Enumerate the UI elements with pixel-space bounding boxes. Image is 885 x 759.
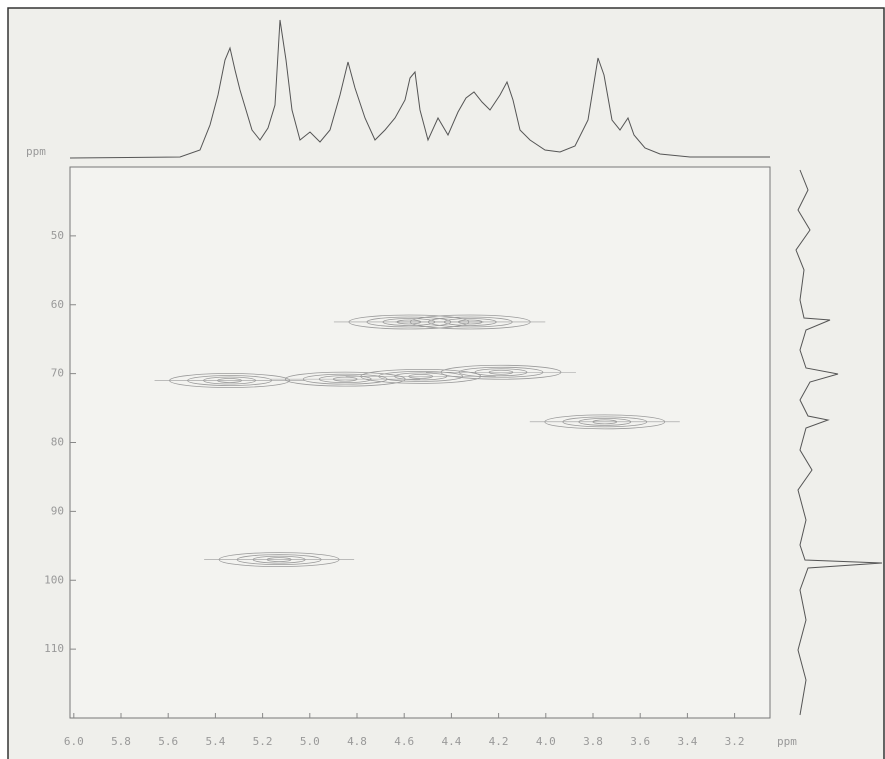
y-tick-label: 60 bbox=[51, 298, 64, 311]
x-tick-label: 4.4 bbox=[441, 735, 461, 748]
cross-peak bbox=[395, 314, 546, 330]
x-tick-label: 4.8 bbox=[347, 735, 367, 748]
x-tick-label: 4.0 bbox=[536, 735, 556, 748]
y-tick-label: 50 bbox=[51, 229, 64, 242]
x-tick-label: 3.8 bbox=[583, 735, 603, 748]
x-tick-label: 6.0 bbox=[64, 735, 84, 748]
x-axis-unit: ppm bbox=[26, 145, 46, 158]
x-tick-label: 5.6 bbox=[158, 735, 178, 748]
x-tick-label: 4.6 bbox=[394, 735, 414, 748]
x-tick-label: 5.2 bbox=[253, 735, 273, 748]
x-tick-label: 4.2 bbox=[489, 735, 509, 748]
y-tick-label: 90 bbox=[51, 504, 64, 517]
y-tick-label: 110 bbox=[44, 642, 64, 655]
cross-peak bbox=[154, 373, 305, 388]
y-tick-label: 80 bbox=[51, 436, 64, 449]
x-tick-label: 3.2 bbox=[725, 735, 745, 748]
right-projection bbox=[795, 169, 883, 716]
x-tick-label: 5.0 bbox=[300, 735, 320, 748]
x-tick-label: 5.4 bbox=[205, 735, 225, 748]
plot-frame bbox=[69, 166, 771, 719]
x-tick-label: 3.4 bbox=[677, 735, 697, 748]
top-projection bbox=[69, 19, 770, 159]
y-tick-label: 100 bbox=[44, 573, 64, 586]
cross-peak bbox=[425, 364, 576, 380]
cross-peak bbox=[204, 552, 355, 567]
y-tick-label: 70 bbox=[51, 367, 64, 380]
y-axis-unit: ppm bbox=[777, 735, 797, 748]
cross-peak bbox=[529, 414, 680, 430]
x-tick-label: 3.6 bbox=[630, 735, 650, 748]
x-tick-label: 5.8 bbox=[111, 735, 131, 748]
